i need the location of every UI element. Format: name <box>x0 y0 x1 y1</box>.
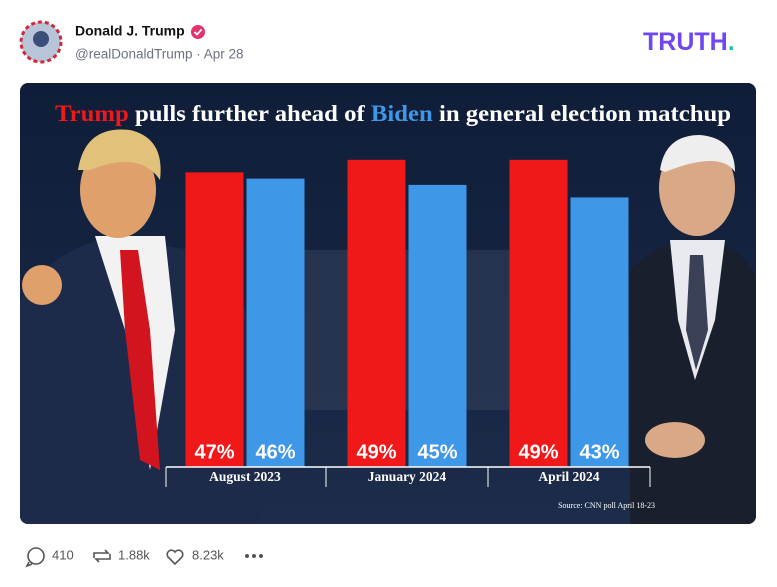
bar <box>408 184 467 467</box>
bar <box>509 159 568 468</box>
x-tick-label: August 2023 <box>209 469 281 484</box>
post-image[interactable]: Trump pulls further ahead of Biden in ge… <box>20 83 756 524</box>
like-count: 8.23k <box>192 547 224 562</box>
reply-count: 410 <box>52 547 74 562</box>
like-button[interactable]: 8.23k <box>166 547 224 566</box>
repost-button[interactable]: 1.88k <box>93 547 150 563</box>
truth-logo[interactable]: TRUTH. <box>643 28 735 56</box>
value-label: 49% <box>518 441 558 463</box>
post-meta: @realDonaldTrump · Apr 28 <box>75 47 244 62</box>
bar <box>246 178 305 467</box>
reply-button[interactable]: 410 <box>25 547 74 568</box>
avatar[interactable] <box>19 20 63 64</box>
x-tick-label: April 2024 <box>538 469 599 484</box>
value-label: 46% <box>255 441 295 463</box>
bar <box>570 197 629 467</box>
more-button[interactable] <box>245 554 263 558</box>
author-name[interactable]: Donald J. Trump <box>75 23 185 39</box>
chart-source: Source: CNN poll April 18-23 <box>558 501 655 510</box>
bar <box>347 159 406 468</box>
value-label: 43% <box>579 441 619 463</box>
verified-badge <box>191 25 205 39</box>
repost-count: 1.88k <box>118 547 150 562</box>
chart: 47% 46% August 2023 49% 45% January 2024 49% 43… <box>165 159 651 487</box>
chart-title: Trump pulls further ahead of Biden in ge… <box>55 101 731 126</box>
value-label: 47% <box>194 441 234 463</box>
value-label: 49% <box>356 441 396 463</box>
bar <box>185 172 244 467</box>
x-tick-label: January 2024 <box>368 469 447 484</box>
value-label: 45% <box>417 441 457 463</box>
right-figure <box>630 135 756 524</box>
